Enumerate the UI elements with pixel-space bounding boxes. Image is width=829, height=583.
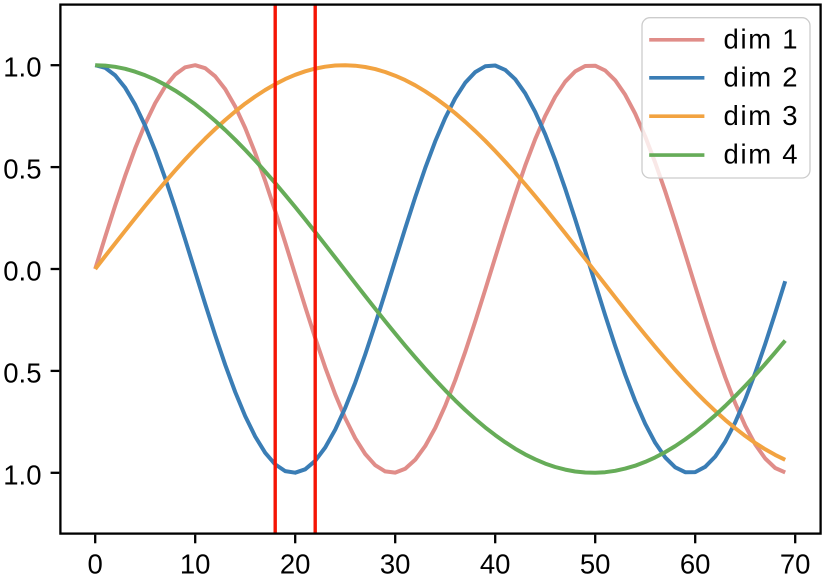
svg-text:10: 10: [180, 549, 211, 580]
svg-text:0.5: 0.5: [3, 357, 41, 388]
svg-text:0.5: 0.5: [3, 154, 41, 185]
svg-text:dim 3: dim 3: [724, 100, 800, 131]
svg-text:dim 1: dim 1: [724, 23, 800, 54]
svg-text:1.0: 1.0: [3, 52, 41, 83]
svg-text:70: 70: [780, 549, 811, 580]
svg-text:dim 4: dim 4: [724, 139, 800, 170]
svg-text:30: 30: [380, 549, 411, 580]
svg-text:40: 40: [480, 549, 511, 580]
svg-text:0.0: 0.0: [3, 256, 41, 287]
svg-text:50: 50: [580, 549, 611, 580]
svg-text:dim 2: dim 2: [724, 61, 800, 92]
svg-text:60: 60: [680, 549, 711, 580]
svg-text:1.0: 1.0: [3, 459, 41, 490]
svg-text:20: 20: [280, 549, 311, 580]
svg-text:0: 0: [88, 549, 103, 580]
